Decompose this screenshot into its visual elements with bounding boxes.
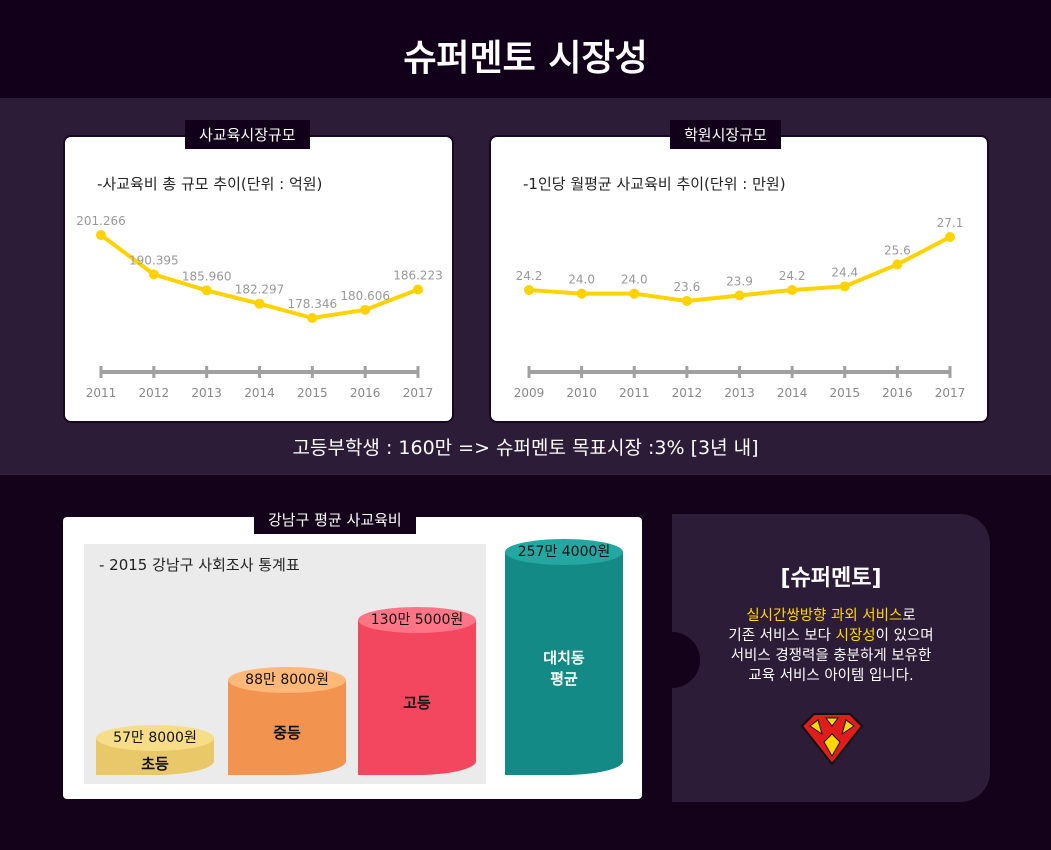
data-point: [524, 285, 534, 296]
chart-tag: 학원시장규모: [670, 120, 781, 149]
chart-subtitle: -1인당 월평균 사교육비 추이(단위 : 만원): [523, 175, 786, 193]
data-label: 185.960: [182, 269, 232, 283]
data-point: [681, 296, 692, 306]
x-tick-label: 2009: [514, 386, 545, 400]
data-point: [254, 298, 265, 309]
x-tick-label: 2011: [86, 386, 117, 400]
data-point: [413, 284, 423, 295]
x-tick-label: 2010: [566, 386, 597, 400]
data-label: 24.0: [621, 273, 648, 287]
line-chart-total: 2011 2012 2013 2014 2015 2016 2017 201.266 190.3…: [76, 214, 443, 400]
chart-card-total: -사교육비 총 규모 추이(단위 : 억원) 2011 2012 2013 2014 2…: [63, 135, 454, 423]
x-tick-label: 2012: [672, 386, 703, 400]
data-point: [734, 290, 745, 301]
bar-middle: 88만 8000원 중등: [228, 667, 346, 775]
data-point: [96, 230, 106, 240]
data-label: 23.9: [726, 275, 753, 289]
data-point: [201, 285, 212, 296]
data-point: [148, 269, 159, 280]
target-market-text: 고등부학생 : 160만 => 슈퍼멘토 목표시장 :3% [3년 내]: [292, 437, 759, 459]
chart-tag: 사교육시장규모: [185, 120, 310, 149]
chart-subtitle: - 2015 강남구 사회조사 통계표: [99, 556, 300, 574]
data-label: 180.606: [340, 289, 390, 303]
x-tick-label: 2015: [829, 386, 860, 400]
data-label: 24.2: [516, 269, 543, 283]
page-title: 슈퍼멘토 시장성: [0, 0, 1051, 98]
x-tick-label: 2013: [191, 386, 222, 400]
data-label: 23.6: [674, 280, 701, 294]
chart-subtitle: -사교육비 총 규모 추이(단위 : 억원): [97, 175, 323, 193]
data-point: [839, 281, 850, 292]
data-point: [576, 288, 587, 299]
x-tick-label: 2014: [244, 386, 275, 400]
data-label: 24.4: [831, 265, 858, 279]
data-point: [945, 232, 955, 242]
data-point: [360, 304, 371, 315]
data-label: 24.0: [568, 273, 595, 287]
data-label: 178.346: [288, 297, 338, 311]
supermentor-logo-icon: [800, 713, 864, 766]
data-point: [787, 285, 798, 296]
x-tick-label: 2014: [777, 386, 808, 400]
x-tick-label: 2012: [139, 386, 170, 400]
x-tick-label: 2017: [403, 386, 434, 400]
data-label: 182.297: [235, 283, 285, 297]
line-chart-monthly: 2009 2010 2011 2012 2013 2014 2015 2016 2017 24.2…: [514, 216, 966, 400]
data-label: 201.266: [76, 214, 126, 228]
panel-description: 실시간쌍방향 과외 서비스로 기존 서비스 보다 시장성이 있으며 서비스 경쟁…: [728, 608, 934, 684]
bar-daechi: 257만 4000원 대치동 평균: [505, 539, 623, 775]
data-point: [307, 313, 318, 323]
gangnam-card: - 2015 강남구 사회조사 통계표 57만 8000원 초등 88만 800…: [63, 517, 642, 799]
panel-title: [슈퍼멘토]: [780, 566, 882, 591]
bar-elementary: 57만 8000원 초등: [96, 725, 214, 775]
data-point: [892, 259, 903, 270]
bar-high: 130만 5000원 고등: [358, 607, 476, 775]
x-tick-label: 2013: [724, 386, 755, 400]
supermentor-panel: [슈퍼멘토] 실시간쌍방향 과외 서비스로 기존 서비스 보다 시장성이 있으며…: [644, 514, 990, 802]
data-point: [629, 288, 640, 299]
data-label: 190.395: [129, 253, 179, 267]
x-tick-label: 2011: [619, 386, 650, 400]
data-label: 25.6: [884, 243, 911, 257]
x-tick-label: 2015: [297, 386, 328, 400]
data-label: 186.223: [393, 268, 443, 282]
x-tick-label: 2016: [350, 386, 381, 400]
x-tick-label: 2017: [935, 386, 966, 400]
data-label: 24.2: [779, 269, 806, 283]
chart-card-monthly: -1인당 월평균 사교육비 추이(단위 : 만원) 2009 2010 2011 20…: [489, 135, 989, 423]
chart-tag: 강남구 평균 사교육비: [254, 505, 416, 534]
x-tick-label: 2016: [882, 386, 913, 400]
data-label: 27.1: [937, 216, 964, 230]
